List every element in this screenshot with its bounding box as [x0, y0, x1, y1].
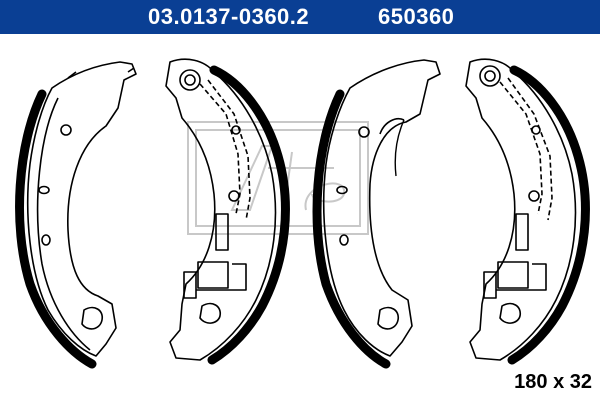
brake-shoe-2 — [165, 58, 290, 365]
brake-shoe-drawing — [15, 58, 590, 369]
title-bar: 03.0137-0360.2 650360 — [0, 0, 600, 34]
part-number: 03.0137-0360.2 — [148, 4, 310, 29]
reference-number: 650360 — [378, 4, 455, 29]
brake-shoe-3 — [312, 59, 441, 369]
dimensions-label: 180 x 32 — [514, 371, 592, 393]
brake-shoe-1 — [15, 61, 137, 369]
brake-shoe-4 — [465, 58, 590, 365]
